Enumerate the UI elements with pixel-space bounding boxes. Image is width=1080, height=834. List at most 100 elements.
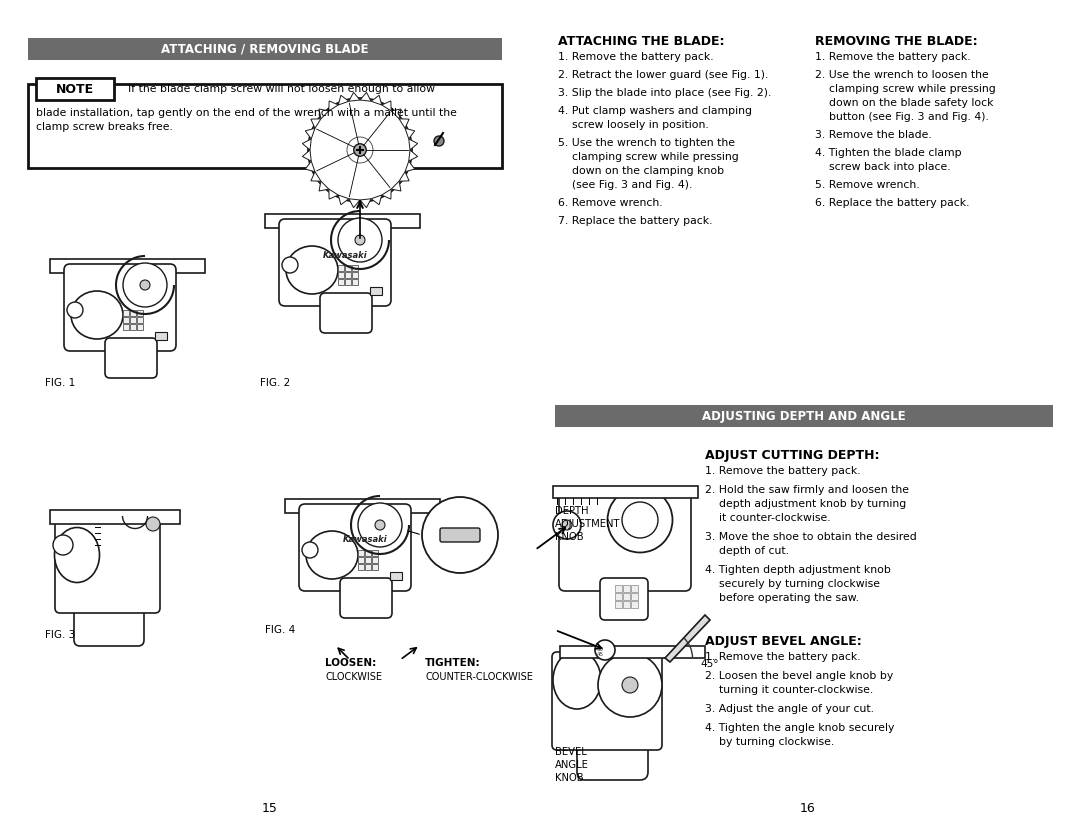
Polygon shape — [338, 195, 349, 204]
Bar — [357, 564, 364, 570]
Circle shape — [354, 143, 366, 156]
Bar — [623, 585, 630, 592]
Text: (see Fig. 3 and Fig. 4).: (see Fig. 3 and Fig. 4). — [558, 180, 692, 190]
Text: securely by turning clockwise: securely by turning clockwise — [705, 579, 880, 589]
Bar — [623, 593, 630, 600]
Text: 1. Remove the battery pack.: 1. Remove the battery pack. — [705, 466, 861, 476]
Circle shape — [595, 640, 615, 660]
Text: clamp screw breaks free.: clamp screw breaks free. — [36, 122, 173, 132]
Text: 2. Use the wrench to loosen the: 2. Use the wrench to loosen the — [815, 70, 989, 80]
Bar — [553, 486, 698, 498]
Text: 4. Tighten depth adjustment knob: 4. Tighten depth adjustment knob — [705, 565, 891, 575]
Text: 6. Replace the battery pack.: 6. Replace the battery pack. — [815, 198, 970, 208]
Text: 3. Remove the blade.: 3. Remove the blade. — [815, 130, 932, 140]
FancyBboxPatch shape — [600, 578, 648, 620]
Bar — [123, 310, 129, 316]
Bar — [123, 324, 129, 330]
Polygon shape — [306, 128, 315, 139]
Text: screw loosely in position.: screw loosely in position. — [558, 120, 708, 130]
Text: LOOSEN:: LOOSEN: — [325, 658, 376, 668]
Polygon shape — [665, 615, 710, 662]
Bar — [615, 585, 622, 592]
Text: ADJUST BEVEL ANGLE:: ADJUST BEVEL ANGLE: — [705, 635, 862, 648]
FancyBboxPatch shape — [50, 510, 180, 524]
Text: 5. Use the wrench to tighten the: 5. Use the wrench to tighten the — [558, 138, 735, 148]
FancyBboxPatch shape — [552, 652, 662, 750]
Bar — [137, 310, 143, 316]
Text: 15: 15 — [262, 801, 278, 815]
Text: NOTE: NOTE — [56, 83, 94, 96]
Text: 4. Tighten the angle knob securely: 4. Tighten the angle knob securely — [705, 723, 894, 733]
Polygon shape — [360, 93, 372, 101]
Polygon shape — [338, 95, 349, 105]
Circle shape — [308, 98, 411, 202]
Circle shape — [140, 280, 150, 290]
Polygon shape — [372, 195, 381, 204]
Text: 1. Remove the battery pack.: 1. Remove the battery pack. — [558, 52, 714, 62]
FancyBboxPatch shape — [50, 259, 205, 273]
Polygon shape — [319, 109, 328, 118]
Text: COUNTER-CLOCKWISE: COUNTER-CLOCKWISE — [426, 672, 532, 682]
FancyBboxPatch shape — [265, 214, 420, 228]
Text: TIGHTEN:: TIGHTEN: — [426, 658, 481, 668]
Text: BEVEL
ANGLE
KNOB: BEVEL ANGLE KNOB — [555, 747, 589, 783]
Bar — [130, 310, 136, 316]
Polygon shape — [408, 150, 418, 161]
Bar — [631, 585, 638, 592]
Text: DEPTH
ADJUSTMENT
KNOB: DEPTH ADJUSTMENT KNOB — [555, 506, 621, 542]
Polygon shape — [400, 172, 409, 181]
Bar — [338, 279, 345, 285]
Ellipse shape — [306, 531, 357, 579]
Circle shape — [146, 517, 160, 531]
Polygon shape — [306, 161, 315, 172]
Bar — [137, 317, 143, 323]
Text: REMOVING THE BLADE:: REMOVING THE BLADE: — [815, 35, 977, 48]
Text: 6. Remove wrench.: 6. Remove wrench. — [558, 198, 663, 208]
Circle shape — [622, 677, 638, 693]
Text: FIG. 2: FIG. 2 — [260, 378, 291, 388]
Polygon shape — [391, 109, 401, 118]
Bar — [365, 550, 372, 556]
Text: ADJUST CUTTING DEPTH:: ADJUST CUTTING DEPTH: — [705, 449, 879, 462]
Bar — [352, 265, 357, 271]
Polygon shape — [311, 118, 321, 128]
Bar — [631, 593, 638, 600]
Circle shape — [598, 653, 662, 717]
Circle shape — [553, 511, 581, 539]
Polygon shape — [408, 139, 418, 150]
Text: If the blade clamp screw will not loosen enough to allow: If the blade clamp screw will not loosen… — [129, 84, 435, 94]
Text: ADJUSTING DEPTH AND ANGLE: ADJUSTING DEPTH AND ANGLE — [702, 409, 906, 423]
Bar — [372, 550, 378, 556]
Text: 2. Loosen the bevel angle knob by: 2. Loosen the bevel angle knob by — [705, 671, 893, 681]
Text: 1. Remove the battery pack.: 1. Remove the battery pack. — [815, 52, 971, 62]
Text: screw back into place.: screw back into place. — [815, 162, 950, 172]
Bar — [123, 317, 129, 323]
Bar — [561, 646, 705, 658]
FancyBboxPatch shape — [55, 518, 160, 613]
Bar — [352, 279, 357, 285]
Bar — [623, 601, 630, 608]
Polygon shape — [372, 95, 381, 105]
Text: depth of cut.: depth of cut. — [705, 546, 789, 556]
Bar — [130, 324, 136, 330]
Polygon shape — [381, 189, 391, 199]
Polygon shape — [302, 139, 311, 150]
Ellipse shape — [553, 651, 600, 709]
Bar — [345, 265, 351, 271]
Bar — [390, 572, 402, 580]
Bar — [28, 38, 502, 60]
Bar — [352, 272, 357, 278]
Text: clamping screw while pressing: clamping screw while pressing — [558, 152, 739, 162]
Bar — [372, 564, 378, 570]
FancyBboxPatch shape — [340, 578, 392, 618]
Text: 4. Tighten the blade clamp: 4. Tighten the blade clamp — [815, 148, 961, 158]
Bar — [357, 557, 364, 563]
Bar — [555, 405, 1053, 427]
Text: blade installation, tap gently on the end of the wrench with a mallet until the: blade installation, tap gently on the en… — [36, 108, 457, 118]
FancyBboxPatch shape — [559, 489, 691, 591]
Text: 1. Remove the battery pack.: 1. Remove the battery pack. — [705, 652, 861, 662]
Circle shape — [67, 302, 83, 318]
Text: it counter-clockwise.: it counter-clockwise. — [705, 513, 831, 523]
Polygon shape — [319, 181, 328, 191]
Text: 2. Retract the lower guard (see Fig. 1).: 2. Retract the lower guard (see Fig. 1). — [558, 70, 768, 80]
